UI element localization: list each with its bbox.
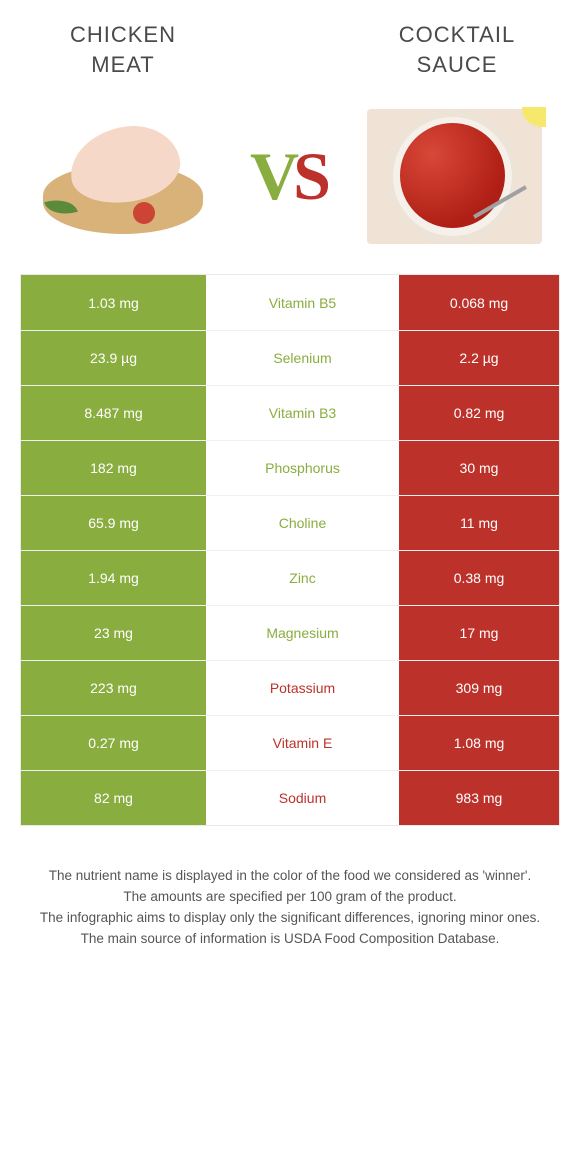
nutrient-name: Magnesium <box>206 606 399 660</box>
left-value: 23 mg <box>21 606 206 660</box>
right-value: 2.2 µg <box>399 331 559 385</box>
nutrient-row: 1.03 mgVitamin B50.068 mg <box>21 275 559 330</box>
right-value: 983 mg <box>399 771 559 825</box>
nutrient-name: Zinc <box>206 551 399 605</box>
footer-line-3: The infographic aims to display only the… <box>26 908 554 929</box>
nutrient-name: Phosphorus <box>206 441 399 495</box>
nutrient-row: 23 mgMagnesium17 mg <box>21 605 559 660</box>
left-value: 182 mg <box>21 441 206 495</box>
left-value: 1.94 mg <box>21 551 206 605</box>
vs-v: V <box>250 138 293 214</box>
nutrient-row: 8.487 mgVitamin B30.82 mg <box>21 385 559 440</box>
left-value: 65.9 mg <box>21 496 206 550</box>
left-value: 82 mg <box>21 771 206 825</box>
vs-s: S <box>293 138 325 214</box>
nutrient-name: Sodium <box>206 771 399 825</box>
right-value: 309 mg <box>399 661 559 715</box>
left-value: 0.27 mg <box>21 716 206 770</box>
footer-line-1: The nutrient name is displayed in the co… <box>26 866 554 887</box>
sauce-image <box>367 109 542 244</box>
images-row: VS <box>18 109 562 244</box>
chicken-image <box>38 112 208 242</box>
right-value: 1.08 mg <box>399 716 559 770</box>
right-value: 0.82 mg <box>399 386 559 440</box>
nutrient-row: 223 mgPotassium309 mg <box>21 660 559 715</box>
right-value: 0.38 mg <box>399 551 559 605</box>
right-value: 17 mg <box>399 606 559 660</box>
nutrient-row: 0.27 mgVitamin E1.08 mg <box>21 715 559 770</box>
left-value: 223 mg <box>21 661 206 715</box>
nutrient-name: Vitamin E <box>206 716 399 770</box>
footer-line-4: The main source of information is USDA F… <box>26 929 554 950</box>
left-value: 23.9 µg <box>21 331 206 385</box>
nutrient-name: Selenium <box>206 331 399 385</box>
left-value: 1.03 mg <box>21 275 206 330</box>
right-value: 11 mg <box>399 496 559 550</box>
right-title: COCKTAIL SAUCE <box>352 20 562 79</box>
nutrient-row: 23.9 µgSelenium2.2 µg <box>21 330 559 385</box>
nutrient-row: 65.9 mgCholine11 mg <box>21 495 559 550</box>
nutrient-name: Choline <box>206 496 399 550</box>
nutrient-name: Vitamin B3 <box>206 386 399 440</box>
right-value: 30 mg <box>399 441 559 495</box>
nutrient-row: 82 mgSodium983 mg <box>21 770 559 825</box>
nutrient-name: Vitamin B5 <box>206 275 399 330</box>
nutrient-row: 1.94 mgZinc0.38 mg <box>21 550 559 605</box>
nutrient-name: Potassium <box>206 661 399 715</box>
vs-label: VS <box>250 137 325 216</box>
footer-notes: The nutrient name is displayed in the co… <box>18 866 562 950</box>
right-value: 0.068 mg <box>399 275 559 330</box>
nutrient-row: 182 mgPhosphorus30 mg <box>21 440 559 495</box>
header-row: CHICKEN MEAT COCKTAIL SAUCE <box>18 20 562 79</box>
left-title: CHICKEN MEAT <box>18 20 228 79</box>
left-value: 8.487 mg <box>21 386 206 440</box>
nutrient-table: 1.03 mgVitamin B50.068 mg23.9 µgSelenium… <box>20 274 560 826</box>
footer-line-2: The amounts are specified per 100 gram o… <box>26 887 554 908</box>
